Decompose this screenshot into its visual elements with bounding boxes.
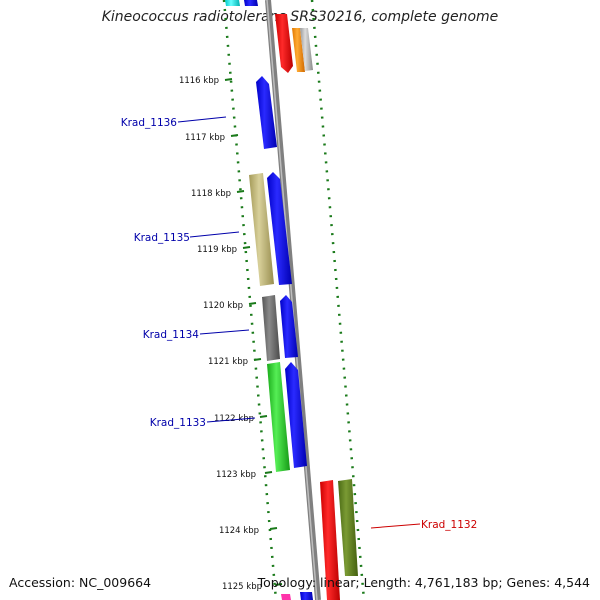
ruler-tick [259, 415, 268, 418]
ruler-tick [236, 190, 245, 193]
genome-backbone [265, 0, 321, 600]
ruler-tick [224, 78, 233, 81]
gene-label-krad-1136[interactable]: Krad_1136 [121, 117, 178, 129]
ruler-label: 1125 kbp [222, 582, 262, 592]
gene-krad-1135[interactable] [249, 173, 274, 286]
ruler-label: 1123 kbp [216, 470, 256, 480]
gene-features [225, 0, 358, 600]
leader-line-krad-1134 [199, 329, 250, 335]
ruler-label: 1118 kbp [191, 189, 231, 199]
ruler-label: 1122 kbp [214, 414, 254, 424]
accession-text: Accession: NC_009664 [9, 575, 152, 590]
ruler-label: 1121 kbp [208, 357, 248, 367]
gene-krad-1133[interactable] [267, 362, 290, 472]
gene-label-krad-1135[interactable]: Krad_1135 [134, 232, 190, 244]
guide-line-right [310, 0, 366, 600]
gene-blue-top[interactable] [244, 0, 258, 6]
gene-cyan[interactable] [225, 0, 240, 6]
ruler-tick [230, 134, 239, 137]
gene-blue-bottom[interactable] [300, 592, 313, 600]
guide-line-left [222, 0, 278, 600]
ruler-label: 1124 kbp [219, 526, 259, 536]
gene-blue-1135b[interactable] [267, 172, 292, 285]
gene-silver[interactable] [300, 28, 313, 71]
gene-olive[interactable] [338, 479, 358, 576]
ruler-label: 1119 kbp [197, 245, 237, 255]
kbp-ruler: 1116 kbp 1117 kbp 1118 kbp 1119 kbp 1120… [179, 76, 283, 592]
guide-lines [222, 0, 366, 600]
gene-label-krad-1134[interactable]: Krad_1134 [143, 329, 200, 341]
ruler-label: 1120 kbp [203, 301, 243, 311]
ruler-tick [242, 246, 251, 249]
gene-blue-1134b[interactable] [280, 295, 298, 358]
leader-line-krad-1133 [206, 417, 256, 423]
gene-krad-1134[interactable] [262, 295, 280, 361]
leader-line-krad-1136 [177, 116, 227, 123]
gene-krad-1132[interactable] [320, 480, 340, 600]
ruler-tick [269, 527, 278, 530]
gene-labels: Krad_1136 Krad_1135 Krad_1134 Krad_1133 … [121, 116, 477, 531]
ruler-label: 1116 kbp [179, 76, 219, 86]
gene-red-top[interactable] [275, 14, 293, 73]
leader-line-krad-1135 [189, 231, 240, 238]
ruler-tick [264, 471, 273, 474]
gene-label-krad-1132[interactable]: Krad_1132 [421, 519, 477, 531]
gene-krad-1136[interactable] [256, 76, 277, 149]
genome-backbone-highlight [266, 0, 318, 600]
gene-blue-1133b[interactable] [285, 362, 307, 468]
leader-line-krad-1132 [370, 523, 421, 529]
ruler-label: 1117 kbp [185, 133, 225, 143]
genome-title: Kineococcus radiotolerans SRS30216, comp… [101, 9, 499, 25]
ruler-tick [248, 302, 257, 305]
genome-summary-text: Topology: linear; Length: 4,761,183 bp; … [257, 575, 590, 590]
gene-label-krad-1133[interactable]: Krad_1133 [150, 417, 206, 429]
ruler-tick [274, 583, 283, 586]
ruler-tick [253, 358, 262, 361]
gene-orange[interactable] [292, 28, 305, 72]
gene-pink-bottom[interactable] [281, 594, 291, 600]
